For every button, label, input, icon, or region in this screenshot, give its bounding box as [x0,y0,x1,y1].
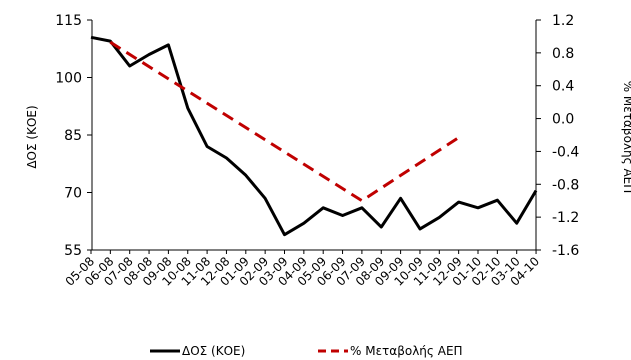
right-tick-label: -1.6 [552,243,579,259]
left-tick-label: 55 [64,243,82,259]
right-tick-label: 0.0 [552,112,574,128]
x-axis-ticks: 05-0806-0807-0808-0809-0810-0811-0812-08… [63,250,542,289]
right-axis-ticks: -1.6 -1.2 -0.8 -0.4 0.0 0.4 0.8 1.2 [536,13,579,259]
series-line-gdp [109,40,460,203]
right-tick-label: 0.8 [552,46,574,62]
right-tick-label: -1.2 [552,210,579,226]
left-tick-label: 85 [64,128,82,144]
right-tick-label: 0.4 [552,79,574,95]
left-axis-title: ΔΟΣ (ΚΟΕ) [25,105,39,168]
legend-label-doc: ΔΟΣ (ΚΟΕ) [182,344,245,358]
right-tick-label: -0.4 [552,144,579,160]
right-tick-label: 1.2 [552,13,574,29]
left-tick-label: 70 [64,186,82,202]
left-tick-label: 115 [55,13,82,29]
left-axis-ticks: 55 70 85 100 115 [55,13,92,259]
legend-label-gdp: % Μεταβολής ΑΕΠ [350,344,463,358]
right-axis-title: % Μεταβολής ΑΕΠ [621,81,631,194]
series-layer [90,35,538,237]
right-tick-label: -0.8 [552,177,579,193]
series-line-doc [90,35,538,237]
left-tick-label: 100 [55,71,82,87]
legend: ΔΟΣ (ΚΟΕ) % Μεταβολής ΑΕΠ [150,344,463,358]
